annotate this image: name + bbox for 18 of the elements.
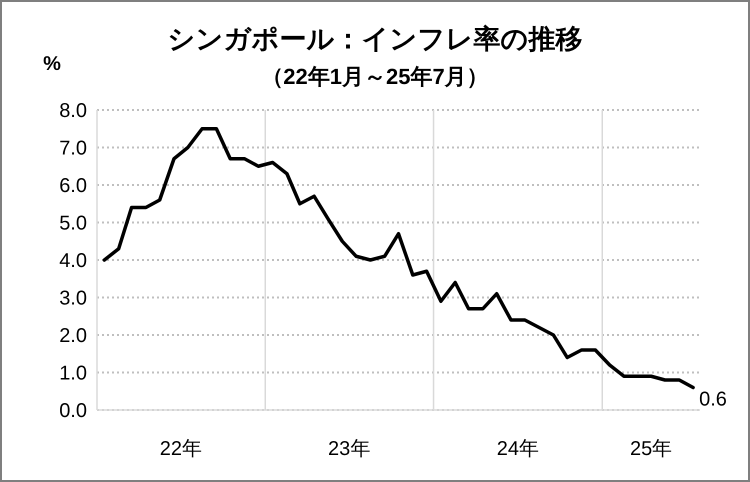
x-tick-label: 25年	[630, 438, 672, 460]
y-axis-title: %	[43, 53, 62, 75]
y-tick-label: 6.0	[59, 175, 87, 197]
x-tick-label: 22年	[160, 438, 202, 460]
chart-title: シンガポール：インフレ率の推移	[168, 24, 582, 54]
annotation: 0.6	[699, 388, 727, 410]
y-tick-label: 5.0	[59, 212, 87, 234]
y-tick-label: 4.0	[59, 250, 87, 272]
y-tick-label: 7.0	[59, 138, 87, 160]
y-tick-label: 3.0	[59, 288, 87, 310]
x-tick-label: 24年	[496, 438, 540, 460]
line-series	[102, 127, 695, 390]
y-tick-label: 2.0	[59, 325, 87, 347]
y-tick-label: 8.0	[59, 100, 87, 122]
y-tick-label: 0.0	[59, 400, 87, 422]
chart-subtitle: （22年1月～25年7月）	[261, 64, 489, 89]
y-tick-label: 1.0	[59, 362, 87, 384]
x-tick-label: 23年	[328, 438, 370, 460]
